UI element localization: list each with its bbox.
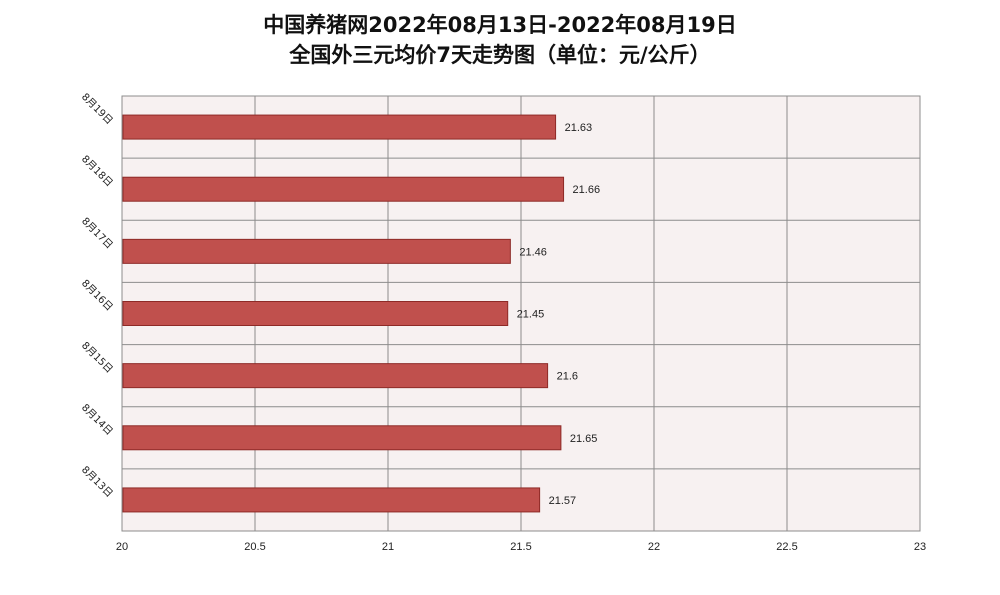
y-category-label: 8月16日 (79, 277, 115, 313)
bar (122, 114, 557, 140)
bar (122, 176, 565, 202)
x-tick-label: 20 (116, 541, 128, 553)
x-tick-label: 22.5 (776, 541, 797, 553)
x-tick-label: 21.5 (510, 541, 531, 553)
x-tick-label: 20.5 (244, 541, 265, 553)
data-label: 21.6 (557, 371, 578, 383)
chart-title: 中国养猪网2022年08月13日-2022年08月19日 (263, 13, 737, 37)
y-category-label: 8月18日 (79, 153, 115, 189)
bar (122, 238, 511, 264)
data-label: 21.46 (519, 246, 547, 258)
bar (122, 425, 562, 451)
chart-subtitle: 全国外三元均价7天走势图（单位：元/公斤） (289, 43, 711, 67)
plot-border (121, 95, 921, 532)
bar (122, 487, 541, 513)
bar (122, 301, 509, 326)
data-label: 21.66 (573, 184, 601, 196)
y-category-label: 8月17日 (79, 215, 115, 251)
data-label: 21.65 (570, 433, 598, 445)
data-labels: 21.63 21.66 21.46 21.45 21.6 21.65 21.57 (517, 122, 600, 507)
bars (122, 114, 565, 513)
data-label: 21.45 (517, 309, 545, 321)
x-axis-ticks: 20 20.5 21 21.5 22 22.5 23 (116, 541, 926, 553)
bar (122, 363, 549, 389)
x-tick-label: 23 (914, 541, 926, 553)
x-tick-label: 21 (382, 541, 394, 553)
y-category-label: 8月19日 (79, 91, 115, 127)
x-tick-label: 22 (648, 541, 660, 553)
y-category-label: 8月14日 (79, 402, 115, 438)
data-label: 21.63 (565, 122, 593, 134)
gridlines (121, 96, 921, 531)
y-axis-categories: 8月19日 8月18日 8月17日 8月16日 8月15日 8月14日 8月13日 (79, 91, 115, 500)
y-category-label: 8月15日 (79, 339, 115, 375)
y-category-label: 8月13日 (79, 464, 115, 500)
data-label: 21.57 (549, 495, 577, 507)
